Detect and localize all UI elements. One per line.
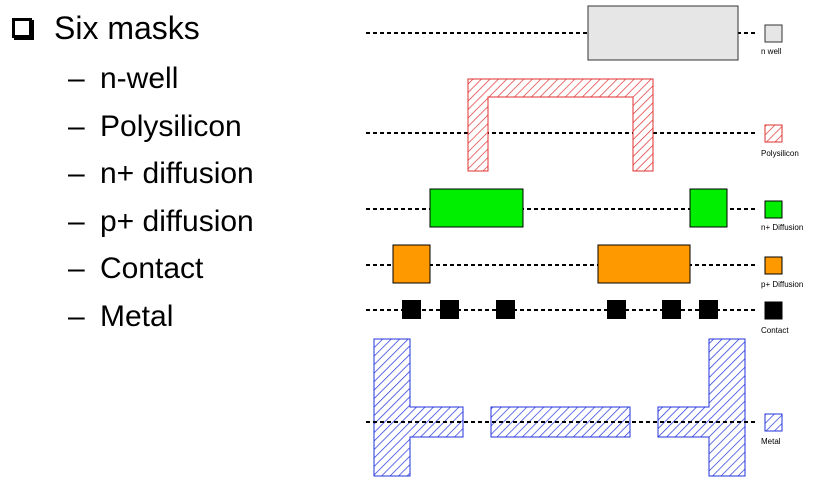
contact-shape — [402, 300, 421, 319]
mask-list-item-polysilicon: – Polysilicon — [68, 109, 242, 143]
metal-shape — [373, 338, 464, 477]
contact-legend-label: Contact — [761, 326, 789, 335]
bullet-title: Six masks — [12, 8, 200, 48]
metal-row: Metal — [366, 338, 783, 477]
metal-legend-label: Metal — [761, 437, 781, 446]
contact-shape — [699, 300, 718, 319]
nwell-shape — [587, 5, 739, 61]
nwell-legend-label: n well — [761, 47, 782, 56]
mask-label: Polysilicon — [100, 109, 242, 143]
pdiffusion-shape — [597, 244, 691, 284]
mask-list-item-contact: – Contact — [68, 252, 204, 285]
metal-shape — [657, 338, 746, 477]
mask-list-item-pdiffusion: – p+ diffusion — [68, 204, 254, 238]
contact-shape — [662, 300, 681, 319]
mask-label: n-well — [100, 62, 179, 95]
nwell-legend-swatch — [764, 24, 783, 43]
mask-list-item-ndiffusion: – n+ diffusion — [68, 157, 254, 190]
contact-shape — [496, 300, 515, 319]
pdiffusion-legend-swatch — [764, 256, 783, 275]
ndiffusion-row: n+ Diffusion — [366, 188, 803, 232]
mask-label: p+ diffusion — [100, 204, 254, 238]
metal-legend-swatch — [764, 413, 783, 432]
polysilicon-shape — [467, 78, 654, 172]
mask-label: Contact — [100, 252, 204, 285]
metal-shape — [490, 406, 631, 438]
contact-legend-swatch — [764, 301, 783, 320]
nwell-row: n well — [366, 5, 783, 61]
ndiffusion-shape — [429, 188, 524, 228]
mask-label: Metal — [100, 299, 174, 333]
contact-shape — [440, 300, 459, 319]
polysilicon-legend-swatch — [764, 124, 783, 143]
polysilicon-row: Polysilicon — [366, 78, 799, 172]
mask-list: – n-well – Polysilicon – n+ diffusion – p+ d… — [68, 55, 254, 340]
ndiffusion-legend-swatch — [764, 200, 783, 219]
pdiffusion-shape — [392, 244, 431, 284]
slide-title: Six masks — [54, 9, 200, 46]
mask-list-item-metal: – Metal — [68, 299, 174, 333]
ndiffusion-shape — [689, 188, 728, 228]
ndiffusion-legend-label: n+ Diffusion — [761, 223, 803, 232]
checkbox-bullet-icon — [12, 18, 32, 38]
polysilicon-legend-label: Polysilicon — [761, 149, 799, 158]
contact-shape — [607, 300, 626, 319]
contact-row: Contact — [366, 300, 789, 335]
mask-list-item-nwell: – n-well — [68, 62, 179, 95]
pdiffusion-row: p+ Diffusion — [366, 244, 803, 289]
mask-label: n+ diffusion — [100, 157, 254, 190]
pdiffusion-legend-label: p+ Diffusion — [761, 280, 803, 289]
